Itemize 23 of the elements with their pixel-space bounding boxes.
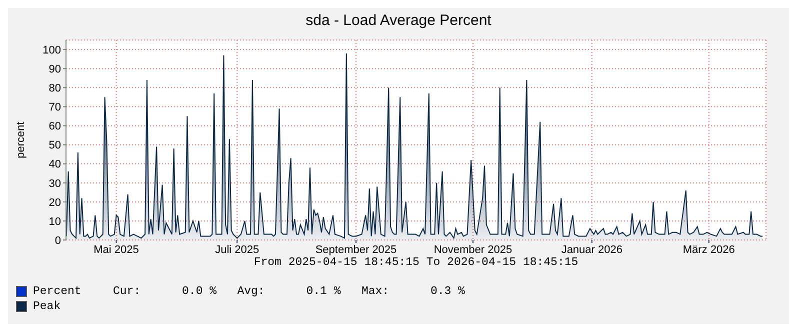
- legend-label: Percent: [33, 285, 82, 298]
- legend-label: Peak: [33, 300, 62, 313]
- x-tick-label: März 2026: [682, 244, 735, 256]
- text: Cur: 0.0 % Avg: 0.1 % Max: 0.3 %: [113, 285, 465, 298]
- y-tick-label: 70: [48, 102, 61, 114]
- x-tick-label: Juli 2025: [215, 244, 260, 256]
- chart-title: sda - Load Average Percent: [304, 12, 492, 29]
- text: From 2025-04-15 18:45:15 To 2026-04-15 18:45:15: [252, 256, 580, 269]
- y-tick-label: 90: [48, 63, 61, 76]
- y-tick-label: 30: [48, 178, 61, 190]
- y-axis-title: percent: [14, 122, 27, 158]
- y-tick-label: 100: [42, 44, 61, 56]
- y-tick-label: 10: [48, 216, 61, 228]
- x-tick-label: September 2025: [315, 244, 397, 256]
- y-tick-label: 60: [48, 120, 61, 133]
- y-tick-label: 40: [48, 158, 61, 171]
- y-tick-label: 20: [48, 196, 61, 209]
- y-tick-label: 0: [54, 234, 61, 247]
- y-tick-label: 50: [48, 140, 61, 152]
- x-tick-label: November 2025: [434, 244, 512, 256]
- y-tick-label: 80: [48, 82, 61, 95]
- x-tick-label: Mai 2025: [94, 244, 139, 256]
- x-tick-label: Januar 2026: [561, 244, 622, 256]
